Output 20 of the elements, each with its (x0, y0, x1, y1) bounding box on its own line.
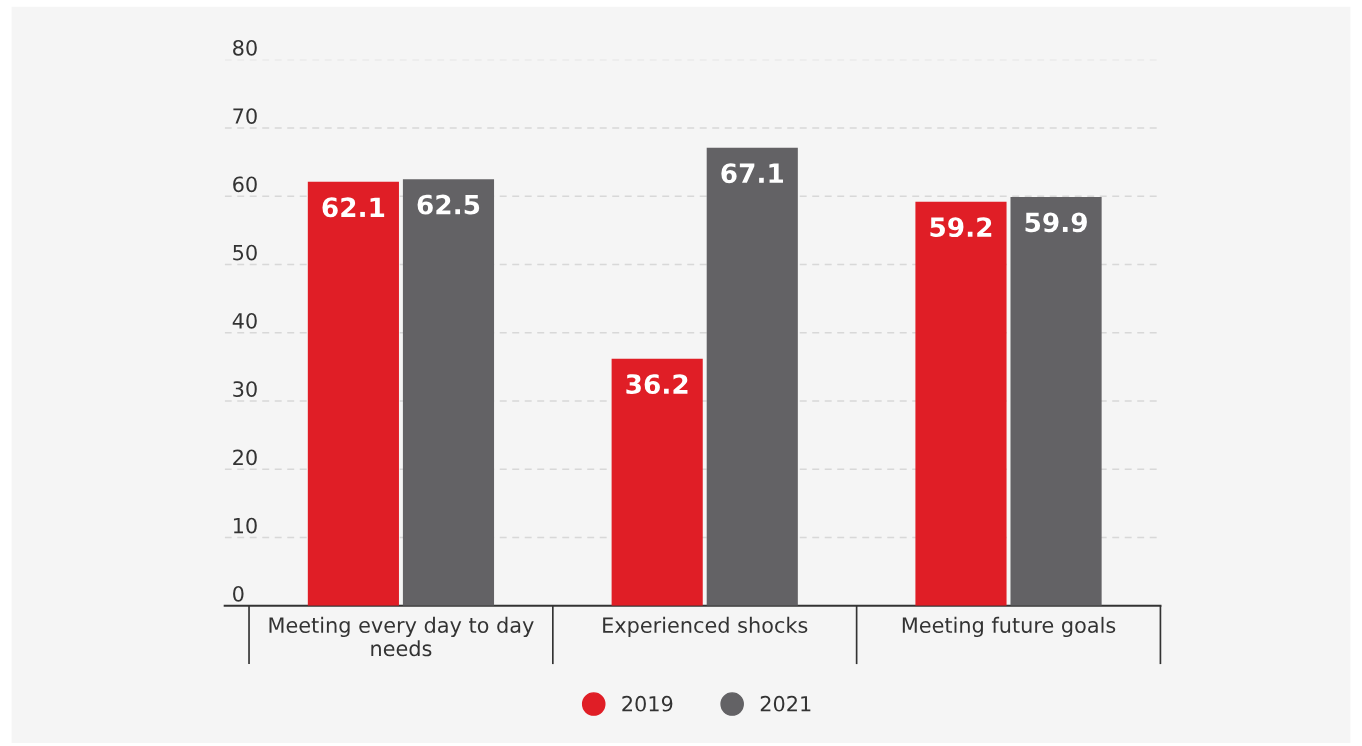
y-tick-label: 30 (233, 381, 257, 397)
y-tick-label: 20 (233, 449, 257, 466)
data-label: 62.5 (417, 194, 480, 215)
y-tick-label: 10 (233, 517, 257, 534)
y-tick-label: 60 (233, 176, 257, 193)
legend-label: 2021 (760, 695, 811, 712)
y-tick-label: 70 (233, 108, 257, 124)
data-label: 59.2 (930, 217, 992, 238)
x-tick-label: Experienced shocks (603, 616, 808, 638)
x-tick-label: Meeting future goals (902, 616, 1116, 638)
y-tick-label: 50 (233, 244, 257, 261)
y-tick-label: 40 (232, 312, 257, 329)
legend-label: 2019 (622, 695, 673, 712)
data-label: 59.9 (1025, 212, 1087, 233)
data-label: 62.1 (322, 197, 385, 218)
y-tick-label: 0 (233, 585, 244, 602)
data-label: 36.2 (626, 374, 688, 395)
data-label: 67.1 (721, 163, 784, 184)
y-tick-label: 80 (233, 39, 257, 56)
x-tick-label: Meeting every day to day needs (269, 616, 534, 657)
